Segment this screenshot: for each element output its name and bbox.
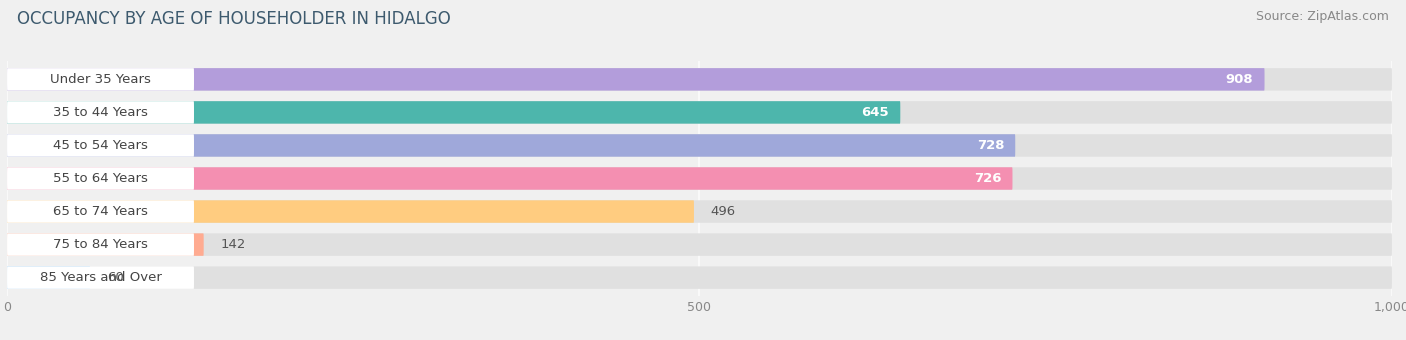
Text: 35 to 44 Years: 35 to 44 Years [53, 106, 148, 119]
FancyBboxPatch shape [7, 101, 900, 124]
Text: 728: 728 [977, 139, 1004, 152]
Text: 75 to 84 Years: 75 to 84 Years [53, 238, 148, 251]
FancyBboxPatch shape [7, 167, 1012, 190]
FancyBboxPatch shape [7, 68, 194, 90]
Text: 60: 60 [107, 271, 124, 284]
FancyBboxPatch shape [7, 233, 194, 256]
FancyBboxPatch shape [7, 267, 90, 289]
Text: 645: 645 [862, 106, 889, 119]
Text: 55 to 64 Years: 55 to 64 Years [53, 172, 148, 185]
FancyBboxPatch shape [7, 233, 204, 256]
FancyBboxPatch shape [7, 167, 194, 190]
FancyBboxPatch shape [7, 68, 1392, 90]
Text: Source: ZipAtlas.com: Source: ZipAtlas.com [1256, 10, 1389, 23]
FancyBboxPatch shape [7, 200, 695, 223]
FancyBboxPatch shape [7, 267, 194, 289]
FancyBboxPatch shape [7, 68, 1264, 90]
FancyBboxPatch shape [7, 267, 1392, 289]
Text: 45 to 54 Years: 45 to 54 Years [53, 139, 148, 152]
Text: OCCUPANCY BY AGE OF HOUSEHOLDER IN HIDALGO: OCCUPANCY BY AGE OF HOUSEHOLDER IN HIDAL… [17, 10, 450, 28]
Text: 85 Years and Over: 85 Years and Over [39, 271, 162, 284]
Text: 726: 726 [974, 172, 1001, 185]
Text: 908: 908 [1226, 73, 1254, 86]
FancyBboxPatch shape [7, 233, 1392, 256]
FancyBboxPatch shape [7, 134, 194, 157]
Text: Under 35 Years: Under 35 Years [51, 73, 150, 86]
FancyBboxPatch shape [7, 200, 194, 223]
FancyBboxPatch shape [7, 134, 1015, 157]
FancyBboxPatch shape [7, 200, 1392, 223]
FancyBboxPatch shape [7, 134, 1392, 157]
FancyBboxPatch shape [7, 167, 1392, 190]
FancyBboxPatch shape [7, 101, 1392, 124]
Text: 142: 142 [221, 238, 246, 251]
FancyBboxPatch shape [7, 101, 194, 124]
Text: 65 to 74 Years: 65 to 74 Years [53, 205, 148, 218]
Text: 496: 496 [710, 205, 735, 218]
